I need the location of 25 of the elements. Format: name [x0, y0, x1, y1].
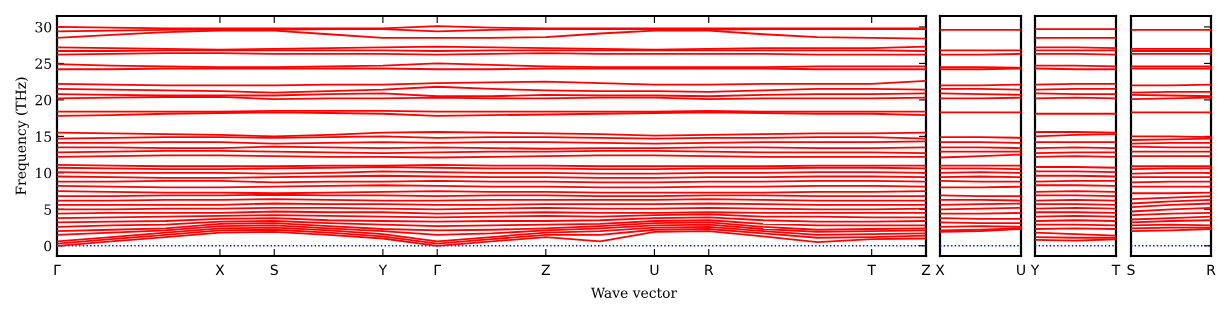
x-tick-label: Y — [378, 264, 388, 275]
x-tick-label: Γ — [434, 264, 441, 275]
y-tick-label: 25 — [35, 58, 52, 69]
y-tick-label: 15 — [36, 131, 52, 142]
x-tick-label: U — [1017, 264, 1025, 276]
x-axis-title: Wave vector — [590, 287, 678, 299]
x-tick-label: X — [935, 264, 945, 275]
x-tick-label: X — [215, 264, 225, 275]
x-tick-label: Y — [1030, 264, 1040, 275]
x-tick-label: S — [1127, 264, 1135, 276]
y-axis-title: Frequency (THz) — [15, 77, 29, 195]
x-tick-label: Z — [921, 264, 931, 275]
y-tick-label: 30 — [35, 21, 52, 33]
y-tick-label: 0 — [44, 240, 52, 252]
x-tick-label: T — [867, 264, 876, 275]
y-tick-label: 20 — [35, 94, 52, 106]
x-tick-label: S — [270, 264, 278, 276]
x-tick-label: Z — [541, 264, 550, 275]
x-tick-label: R — [1207, 264, 1216, 275]
x-tick-label: R — [705, 264, 714, 275]
x-tick-label: U — [650, 264, 659, 276]
x-tick-label: T — [1111, 264, 1121, 275]
x-tick-label: Γ — [54, 264, 61, 275]
y-tick-label: 10 — [36, 167, 52, 179]
y-tick-label: 5 — [44, 204, 52, 215]
